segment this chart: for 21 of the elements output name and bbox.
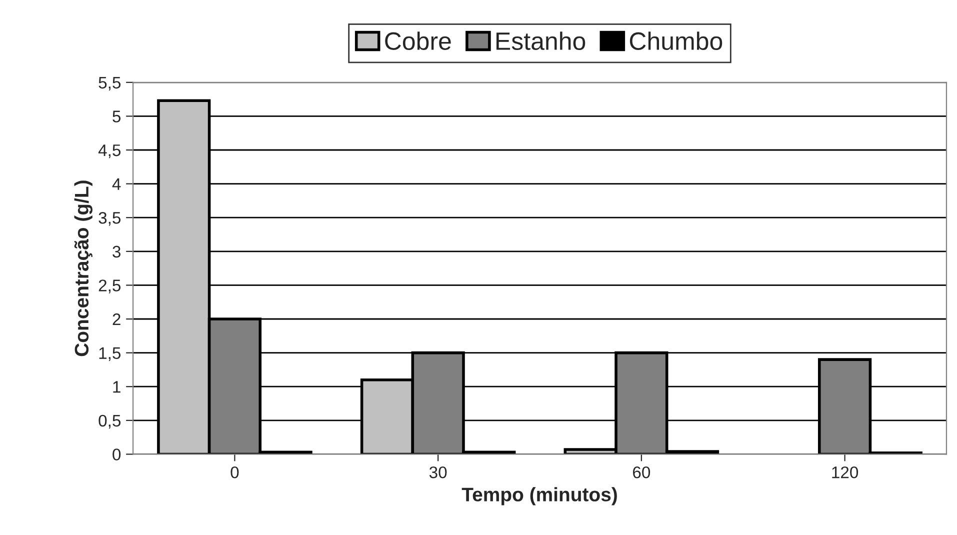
y-axis-title: Concentração (g/L) <box>74 180 92 356</box>
y-tick-label: 2,5 <box>98 280 121 294</box>
y-tick-label: 0 <box>112 448 121 460</box>
y-tick-label: 2 <box>112 313 120 326</box>
y-tick-label: 0,5 <box>98 414 121 429</box>
legend-label: Estanho <box>496 32 586 50</box>
y-tick-label: 3 <box>112 246 120 258</box>
y-tick-label: 5,5 <box>98 76 121 91</box>
x-tick-label: 0 <box>230 466 239 478</box>
x-tick-label: 30 <box>429 466 447 478</box>
x-tick-label: 60 <box>633 466 650 478</box>
x-axis-title: Tempo (minutos) <box>462 487 617 506</box>
y-tick-label: 3,5 <box>98 212 121 226</box>
y-tick-label: 4 <box>112 178 121 190</box>
legend-label: Chumbo <box>630 32 722 50</box>
legend-label: Cobre <box>385 32 451 50</box>
y-tick-label: 1,5 <box>99 347 121 361</box>
x-tick-label: 120 <box>832 466 858 478</box>
y-tick-label: 1 <box>113 381 120 393</box>
y-tick-label: 4,5 <box>98 144 121 158</box>
y-tick-label: 5 <box>112 110 121 122</box>
